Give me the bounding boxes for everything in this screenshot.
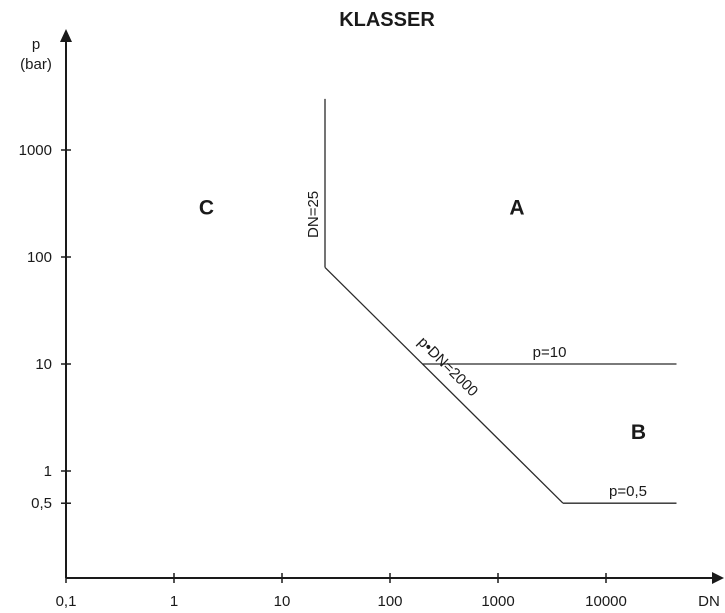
x-tick-label: 0,1 [56,593,77,610]
x-tick-label: 1000 [481,593,514,610]
y-axis-arrow [60,29,72,42]
y-tick-label: 0,5 [31,495,52,512]
label-dn25: DN=25 [305,191,322,238]
boundary-pdn2000 [324,266,564,504]
y-axis-label-symbol: p [32,36,40,53]
x-axis-arrow [712,572,724,584]
y-axis-label-unit: (bar) [20,56,52,73]
x-axis-label: DN [698,593,720,610]
region-label-a: A [509,196,524,219]
x-tick-label: 1 [170,593,178,610]
x-tick-label: 10 [274,593,291,610]
label-p05: p=0,5 [609,483,647,500]
x-tick-label: 10000 [585,593,627,610]
y-tick-label: 1000 [19,142,52,159]
x-tick-label: 100 [377,593,402,610]
chart-title: KLASSER [339,9,435,31]
region-label-c: C [199,196,214,219]
label-pdn2000: p•DN=2000 [414,334,481,401]
y-tick-label: 1 [44,463,52,480]
label-p10: p=10 [533,344,567,361]
y-tick-label: 100 [27,249,52,266]
region-label-b: B [631,421,646,444]
y-tick-label: 10 [35,356,52,373]
